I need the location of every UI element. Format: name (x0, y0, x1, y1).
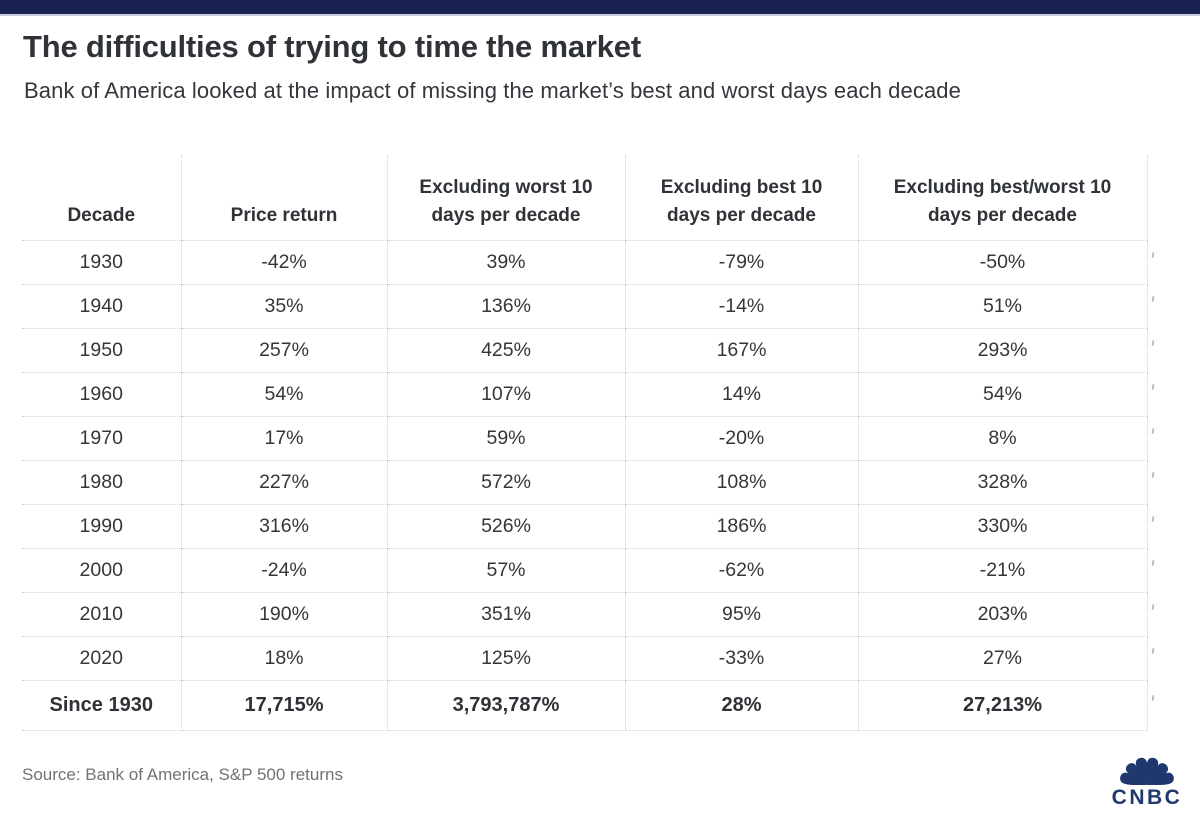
table-row: 1980 227% 572% 108% 328% (22, 460, 1148, 505)
top-brand-bar (0, 0, 1200, 16)
row-tick-mark (1151, 295, 1155, 303)
source-text: Source: Bank of America, S&P 500 returns (22, 765, 343, 784)
cnbc-logo: CNBC (1104, 746, 1190, 808)
table-cell: 1930 (22, 240, 182, 285)
row-tick-mark (1151, 559, 1155, 567)
table-cell: 1970 (22, 416, 182, 461)
cnbc-logo-text: CNBC (1111, 786, 1183, 809)
table-cell: 316% (181, 504, 388, 549)
row-tick-mark (1151, 339, 1155, 347)
table-cell: 125% (387, 636, 626, 681)
table-cell: 18% (181, 636, 388, 681)
table-cell: -42% (181, 240, 388, 285)
col-header-excluding-best-worst: Excluding best/worst 10 days per decade (858, 155, 1148, 241)
table-cell: 190% (181, 592, 388, 637)
table-row: 1950 257% 425% 167% 293% (22, 328, 1148, 373)
table-cell: -14% (625, 284, 859, 329)
table-cell: 1960 (22, 372, 182, 417)
table-cell: 27% (858, 636, 1148, 681)
total-cell-excluding-best: 28% (625, 680, 859, 731)
page-title: The difficulties of trying to time the m… (23, 29, 641, 64)
table-row: 2010 190% 351% 95% 203% (22, 592, 1148, 637)
col-header-decade: Decade (22, 155, 182, 241)
row-tick-mark (1151, 427, 1155, 435)
col-header-price-return: Price return (181, 155, 388, 241)
peacock-icon (1120, 757, 1174, 786)
table-cell: 57% (387, 548, 626, 593)
table-cell: 108% (625, 460, 859, 505)
col-header-excluding-best: Excluding best 10 days per decade (625, 155, 859, 241)
table-row: 1990 316% 526% 186% 330% (22, 504, 1148, 549)
table-cell: -79% (625, 240, 859, 285)
table-cell: 136% (387, 284, 626, 329)
table-row: 1960 54% 107% 14% 54% (22, 372, 1148, 417)
table-cell: -21% (858, 548, 1148, 593)
table-cell: 95% (625, 592, 859, 637)
row-tick-mark (1151, 647, 1155, 655)
table-cell: 59% (387, 416, 626, 461)
total-cell-decade: Since 1930 (22, 680, 182, 731)
table-cell: 2020 (22, 636, 182, 681)
total-cell-price-return: 17,715% (181, 680, 388, 731)
page-subtitle: Bank of America looked at the impact of … (24, 78, 961, 103)
table-cell: 51% (858, 284, 1148, 329)
table-cell: 227% (181, 460, 388, 505)
table-cell: 107% (387, 372, 626, 417)
total-cell-excluding-worst: 3,793,787% (387, 680, 626, 731)
table-cell: 1980 (22, 460, 182, 505)
table-cell: 330% (858, 504, 1148, 549)
table-cell: -62% (625, 548, 859, 593)
table-cell: 39% (387, 240, 626, 285)
row-tick-mark (1151, 471, 1155, 479)
table-cell: 1990 (22, 504, 182, 549)
table-cell: 572% (387, 460, 626, 505)
col-header-excluding-worst: Excluding worst 10 days per decade (387, 155, 626, 241)
row-tick-mark (1151, 515, 1155, 523)
header-row: Decade Price return Excluding worst 10 d… (22, 155, 1148, 241)
table-row: 2000 -24% 57% -62% -21% (22, 548, 1148, 593)
table-cell: 2000 (22, 548, 182, 593)
table-cell: 54% (181, 372, 388, 417)
table-body: 1930 -42% 39% -79% -50% 1940 35% 136% -14% 51% 195… (22, 240, 1148, 731)
returns-table: Decade Price return Excluding worst 10 d… (22, 155, 1148, 731)
table-cell: 351% (387, 592, 626, 637)
table-cell: 328% (858, 460, 1148, 505)
table-cell: 8% (858, 416, 1148, 461)
table-cell: 186% (625, 504, 859, 549)
row-tick-mark (1151, 694, 1155, 702)
table-cell: -33% (625, 636, 859, 681)
table-cell: 425% (387, 328, 626, 373)
table-cell: 17% (181, 416, 388, 461)
table-cell: 35% (181, 284, 388, 329)
table-header: Decade Price return Excluding worst 10 d… (22, 155, 1148, 241)
table-cell: 54% (858, 372, 1148, 417)
row-tick-mark (1151, 251, 1155, 259)
table-row: 1970 17% 59% -20% 8% (22, 416, 1148, 461)
table-row: 1940 35% 136% -14% 51% (22, 284, 1148, 329)
table-row: 2020 18% 125% -33% 27% (22, 636, 1148, 681)
table-cell: 1950 (22, 328, 182, 373)
table-cell: -20% (625, 416, 859, 461)
returns-table-container: Decade Price return Excluding worst 10 d… (22, 155, 1162, 731)
table-cell: 257% (181, 328, 388, 373)
row-tick-mark (1151, 383, 1155, 391)
row-tick-mark (1151, 603, 1155, 611)
table-cell: -24% (181, 548, 388, 593)
table-cell: 2010 (22, 592, 182, 637)
table-row: 1930 -42% 39% -79% -50% (22, 240, 1148, 285)
table-cell: 14% (625, 372, 859, 417)
total-cell-excluding-best-worst: 27,213% (858, 680, 1148, 731)
table-cell: 203% (858, 592, 1148, 637)
table-cell: 1940 (22, 284, 182, 329)
table-cell: 293% (858, 328, 1148, 373)
table-cell: 167% (625, 328, 859, 373)
table-total-row: Since 1930 17,715% 3,793,787% 28% 27,213… (22, 680, 1148, 731)
row-ticks (1151, 155, 1158, 755)
table-cell: 526% (387, 504, 626, 549)
table-cell: -50% (858, 240, 1148, 285)
